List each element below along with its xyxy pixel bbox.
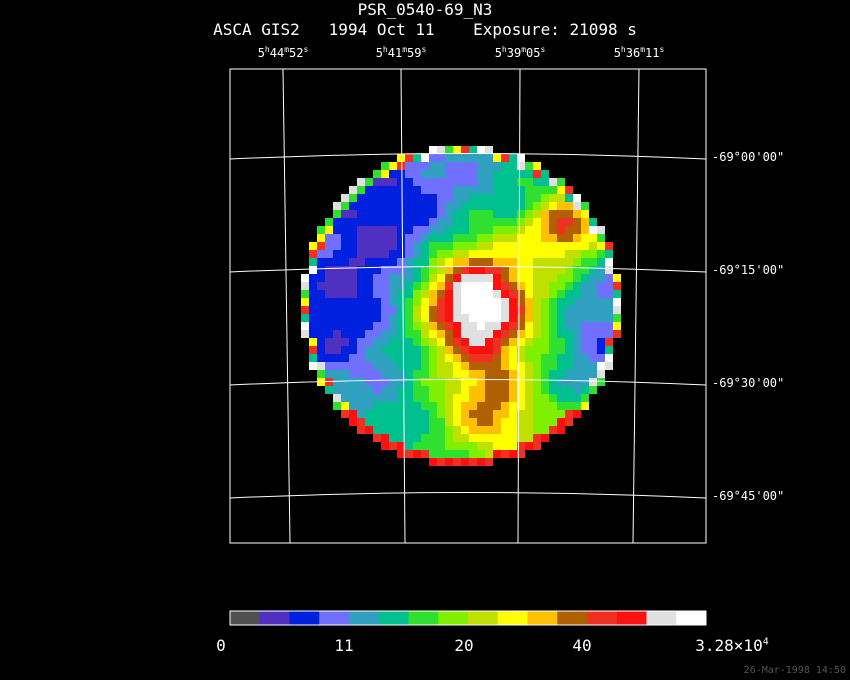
colorbar-swatch [319,611,350,625]
colorbar-swatch [259,611,290,625]
grid-line [229,379,707,386]
coordinate-grid [229,68,707,544]
dec-tick-label: -69°00'00" [712,150,785,164]
chart-subtitle: ASCA GIS2 1994 Oct 11 Exposure: 21098 s [213,20,637,39]
dec-tick-label: -69°45'00" [712,489,785,503]
colorbar-swatch [230,611,261,625]
colorbar-swatch [497,611,528,625]
colorbar-swatch [557,611,588,625]
timestamp: 26-Mar-1998 14:50 [743,665,846,676]
colorbar-swatch [408,611,439,625]
colorbar-swatch [349,611,380,625]
colorbar-frame [229,610,707,626]
colorbar-swatch [676,611,707,625]
ra-tick-label: 5h41m59s [375,45,427,60]
colorbar-tick-label: 40 [572,636,592,655]
colorbar-swatch [527,611,558,625]
colorbar-swatch [289,611,320,625]
grid-line [517,68,521,544]
colorbar-swatch [646,611,677,625]
grid-line [632,68,640,544]
colorbar-swatch [616,611,647,625]
ra-tick-label: 5h36m11s [613,45,665,60]
colorbar-tick-label: 3.28×104 [695,636,769,655]
colorbar-tick-label: 20 [454,636,474,655]
ra-tick-label: 5h44m52s [257,45,309,60]
grid-line [282,68,291,544]
grid-line [400,68,406,544]
dec-tick-label: -69°15'00" [712,263,785,277]
dec-tick-label: -69°30'00" [712,376,785,390]
grid-line [229,492,707,499]
grid-line [229,266,707,273]
colorbar-tick-label: 0 [216,636,226,655]
ra-tick-label: 5h39m05s [494,45,546,60]
colorbar-swatch [438,611,469,625]
colorbar [229,610,707,626]
chart-title: PSR_0540-69_N3 [357,0,493,19]
grid-line [229,153,707,160]
colorbar-swatch [468,611,499,625]
heatmap-image [301,146,621,466]
colorbar-swatch [587,611,618,625]
colorbar-swatch [378,611,409,625]
plot-frame [229,68,707,544]
colorbar-tick-label: 11 [334,636,354,655]
